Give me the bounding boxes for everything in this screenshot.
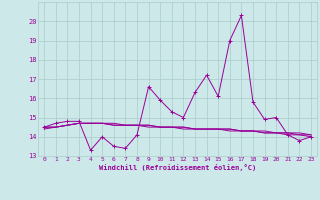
X-axis label: Windchill (Refroidissement éolien,°C): Windchill (Refroidissement éolien,°C) (99, 164, 256, 171)
